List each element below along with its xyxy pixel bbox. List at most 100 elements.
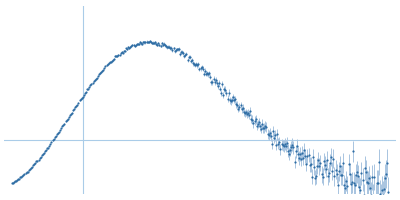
Point	[367, 186, 373, 189]
Point	[196, 67, 203, 70]
Point	[338, 173, 344, 177]
Point	[120, 51, 126, 54]
Point	[280, 144, 287, 148]
Point	[368, 193, 374, 196]
Point	[44, 147, 50, 150]
Point	[108, 60, 114, 63]
Point	[167, 46, 174, 50]
Point	[268, 134, 274, 137]
Point	[94, 76, 100, 80]
Point	[352, 183, 358, 186]
Point	[31, 163, 38, 166]
Point	[203, 72, 209, 76]
Point	[154, 43, 160, 46]
Point	[341, 184, 347, 187]
Point	[283, 145, 289, 148]
Point	[356, 185, 362, 189]
Point	[86, 85, 92, 89]
Point	[359, 178, 366, 181]
Point	[60, 123, 66, 127]
Point	[343, 179, 350, 183]
Point	[74, 103, 81, 106]
Point	[176, 47, 182, 51]
Point	[73, 104, 80, 107]
Point	[182, 54, 189, 57]
Point	[125, 45, 131, 49]
Point	[260, 127, 266, 130]
Point	[246, 113, 252, 117]
Point	[58, 127, 64, 130]
Point	[188, 59, 194, 63]
Point	[254, 124, 260, 127]
Point	[102, 65, 109, 68]
Point	[84, 88, 90, 91]
Point	[163, 45, 169, 48]
Point	[153, 42, 160, 45]
Point	[332, 168, 339, 171]
Point	[358, 172, 365, 175]
Point	[210, 77, 217, 80]
Point	[115, 54, 122, 57]
Point	[254, 122, 261, 126]
Point	[302, 154, 308, 157]
Point	[24, 170, 31, 173]
Point	[129, 44, 136, 47]
Point	[251, 119, 258, 122]
Point	[111, 57, 117, 60]
Point	[220, 93, 226, 96]
Point	[315, 159, 322, 162]
Point	[235, 107, 242, 110]
Point	[33, 160, 40, 163]
Point	[326, 171, 332, 174]
Point	[222, 88, 228, 91]
Point	[350, 150, 356, 153]
Point	[197, 67, 204, 70]
Point	[8, 181, 15, 184]
Point	[209, 81, 216, 84]
Point	[340, 161, 346, 165]
Point	[118, 50, 125, 54]
Point	[245, 111, 251, 114]
Point	[204, 72, 210, 75]
Point	[294, 144, 300, 147]
Point	[351, 181, 357, 184]
Point	[26, 168, 32, 172]
Point	[45, 146, 52, 149]
Point	[151, 41, 157, 44]
Point	[137, 40, 143, 44]
Point	[18, 175, 24, 178]
Point	[243, 111, 249, 114]
Point	[240, 106, 246, 109]
Point	[304, 155, 311, 158]
Point	[90, 80, 97, 83]
Point	[278, 143, 285, 146]
Point	[16, 177, 22, 181]
Point	[66, 115, 72, 118]
Point	[233, 103, 239, 106]
Point	[362, 170, 369, 174]
Point	[181, 55, 188, 58]
Point	[29, 166, 35, 169]
Point	[336, 169, 342, 173]
Point	[69, 111, 75, 114]
Point	[113, 54, 120, 58]
Point	[365, 181, 371, 184]
Point	[285, 149, 291, 152]
Point	[162, 44, 168, 47]
Point	[372, 195, 379, 198]
Point	[221, 88, 228, 91]
Point	[219, 82, 225, 85]
Point	[142, 41, 149, 44]
Point	[289, 143, 296, 146]
Point	[101, 67, 108, 70]
Point	[290, 146, 297, 149]
Point	[83, 91, 89, 94]
Point	[306, 163, 313, 166]
Point	[208, 81, 214, 84]
Point	[160, 43, 166, 46]
Point	[206, 72, 212, 75]
Point	[234, 103, 240, 106]
Point	[270, 130, 276, 133]
Point	[87, 83, 94, 87]
Point	[53, 135, 59, 138]
